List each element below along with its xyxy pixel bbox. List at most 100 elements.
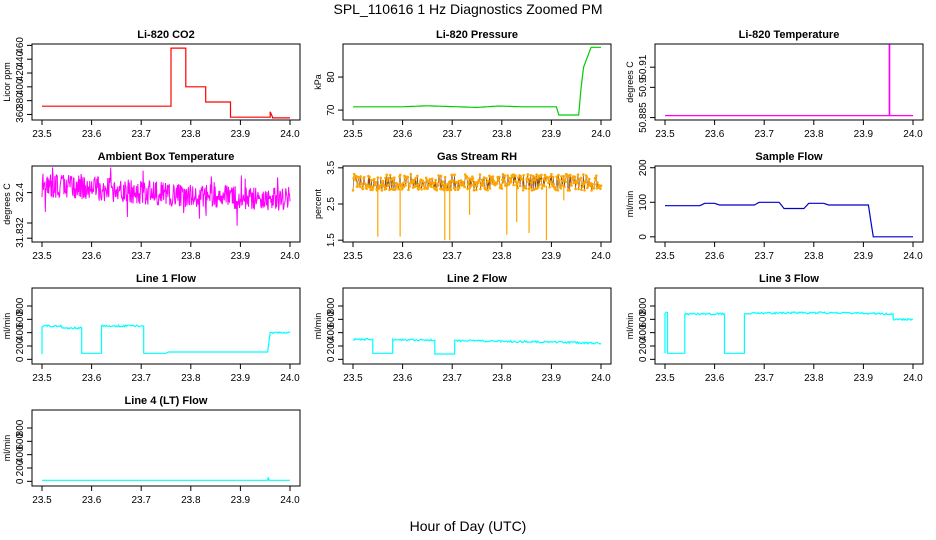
data-point bbox=[552, 182, 556, 186]
y-tick-label: 360 bbox=[15, 106, 26, 123]
data-point bbox=[509, 180, 513, 184]
x-tick-label: 24.0 bbox=[591, 373, 611, 384]
data-point bbox=[538, 183, 541, 186]
x-tick-label: 23.5 bbox=[655, 251, 675, 262]
data-point bbox=[486, 179, 490, 183]
data-point bbox=[449, 188, 453, 192]
data-point bbox=[358, 185, 362, 189]
data-point bbox=[547, 179, 551, 182]
y-axis-label: ml/min bbox=[625, 313, 635, 340]
plot-frame bbox=[31, 165, 301, 243]
data-point bbox=[469, 177, 472, 181]
data-point bbox=[539, 179, 543, 182]
x-tick-label: 24.0 bbox=[903, 251, 923, 262]
data-point bbox=[542, 177, 545, 180]
data-point bbox=[544, 179, 547, 182]
data-point bbox=[351, 189, 355, 192]
data-point bbox=[379, 176, 383, 180]
data-point bbox=[596, 181, 599, 184]
panel-line3: Line 3 Flow ml/min 23.5 23.6 23.7 23.8 23.9 24.… bbox=[625, 273, 924, 384]
data-point bbox=[418, 186, 422, 189]
y-tick-label: 440 bbox=[15, 50, 26, 67]
data-point bbox=[522, 174, 525, 177]
data-point bbox=[480, 182, 484, 185]
data-point bbox=[485, 177, 488, 180]
plot-frame bbox=[654, 165, 924, 243]
y-tick-label: 400 bbox=[326, 324, 337, 341]
data-point bbox=[589, 184, 592, 188]
x-tick-label: 23.9 bbox=[854, 251, 874, 262]
panel-title: Sample Flow bbox=[755, 151, 823, 163]
x-tick-label: 23.8 bbox=[492, 373, 512, 384]
data-point bbox=[371, 186, 375, 189]
data-point bbox=[533, 178, 537, 182]
data-point bbox=[482, 180, 485, 184]
data-point bbox=[586, 186, 589, 190]
data-point bbox=[364, 182, 367, 186]
data-point bbox=[547, 181, 550, 185]
data-point bbox=[538, 175, 542, 179]
data-point bbox=[501, 173, 505, 176]
data-point bbox=[463, 185, 466, 189]
data-point bbox=[512, 183, 515, 187]
y-axis-label: degrees C bbox=[625, 61, 635, 103]
x-tick-label: 23.8 bbox=[181, 495, 201, 506]
data-point bbox=[471, 175, 474, 178]
x-tick-label: 24.0 bbox=[280, 495, 300, 506]
data-point bbox=[390, 177, 394, 180]
y-axis-label: kPa bbox=[313, 74, 323, 90]
data-point bbox=[562, 174, 566, 178]
y-tick-label: 100 bbox=[638, 193, 649, 210]
x-tick-label: 23.9 bbox=[542, 129, 562, 140]
data-point bbox=[580, 188, 583, 191]
data-point bbox=[481, 178, 484, 181]
y-tick-label: 0 bbox=[638, 356, 649, 362]
data-point bbox=[594, 179, 597, 182]
x-tick-label: 24.0 bbox=[903, 129, 923, 140]
data-point bbox=[506, 174, 510, 177]
data-point bbox=[391, 182, 394, 186]
data-point bbox=[548, 175, 552, 179]
data-point bbox=[380, 189, 384, 192]
data-point bbox=[508, 176, 512, 180]
x-tick-label: 23.7 bbox=[754, 373, 774, 384]
data-point bbox=[592, 187, 596, 190]
data-point bbox=[502, 180, 505, 184]
data-point bbox=[434, 178, 438, 182]
data-point bbox=[518, 184, 522, 188]
x-tick-label: 23.7 bbox=[754, 251, 774, 262]
data-point bbox=[514, 180, 518, 184]
series-line bbox=[353, 337, 602, 355]
x-tick-label: 23.9 bbox=[231, 373, 251, 384]
series-line bbox=[41, 323, 291, 354]
x-tick-label: 23.8 bbox=[804, 129, 824, 140]
data-point bbox=[543, 184, 546, 188]
data-point bbox=[519, 175, 522, 178]
data-point bbox=[388, 173, 392, 177]
y-tick-label: 800 bbox=[15, 419, 26, 436]
data-point bbox=[556, 177, 559, 180]
data-point bbox=[462, 181, 465, 184]
x-tick-label: 23.7 bbox=[442, 373, 462, 384]
data-point bbox=[579, 176, 583, 180]
data-point bbox=[558, 183, 561, 186]
data-point bbox=[575, 182, 579, 185]
y-tick-label: 50.91 bbox=[638, 54, 649, 79]
y-tick-label: 1.5 bbox=[326, 233, 337, 247]
y-tick-label: 200 bbox=[15, 337, 26, 354]
data-point bbox=[466, 187, 469, 191]
plot-frame bbox=[342, 43, 612, 121]
series-line bbox=[42, 47, 290, 119]
x-tick-label: 23.9 bbox=[854, 373, 874, 384]
data-point bbox=[511, 175, 514, 179]
data-point bbox=[502, 178, 506, 181]
data-point bbox=[397, 183, 401, 186]
data-point bbox=[449, 179, 452, 183]
data-point bbox=[495, 182, 499, 185]
series-line bbox=[42, 477, 290, 481]
data-point bbox=[439, 174, 443, 178]
x-tick-label: 23.9 bbox=[854, 129, 874, 140]
y-tick-label: 80 bbox=[326, 71, 337, 83]
data-point bbox=[407, 188, 410, 192]
y-axis-label: Licor ppm bbox=[2, 62, 12, 102]
